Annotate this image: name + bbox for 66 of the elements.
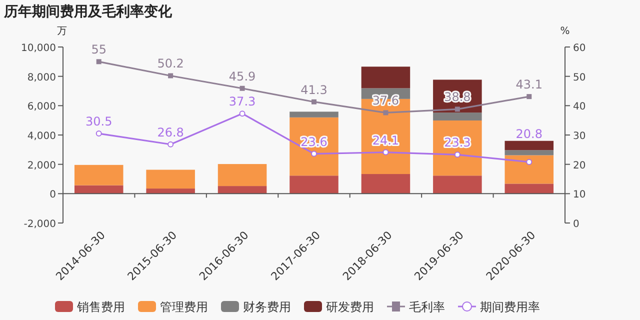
point: [239, 110, 246, 117]
data-label: 26.8: [157, 125, 184, 140]
bar: [290, 117, 338, 176]
bar: [361, 66, 410, 88]
bar: [504, 184, 554, 194]
point: [312, 99, 316, 104]
y-tick-label: 6,000: [27, 102, 56, 113]
bar: [218, 186, 267, 194]
point: [96, 130, 102, 137]
data-label: 55: [91, 42, 106, 57]
data-label: 45.9: [228, 69, 256, 84]
bar: [146, 170, 195, 189]
bar: [433, 176, 482, 194]
y2-tick-label: 0: [573, 219, 580, 230]
y2-tick-label: 60: [573, 43, 586, 54]
point: [311, 150, 317, 157]
y-axis-title: 万: [57, 26, 67, 37]
data-label: 23.3: [444, 136, 471, 150]
y2-tick-label: 20: [573, 160, 586, 172]
data-label: 20.8: [516, 126, 542, 141]
y2-tick-label: 50: [573, 72, 586, 84]
bar: [290, 112, 338, 118]
data-label: 23.6: [300, 134, 328, 149]
data-label: 24.1: [372, 133, 400, 148]
bar: [433, 112, 482, 120]
bar: [74, 164, 124, 186]
data-label: 50.2: [157, 56, 184, 71]
y2-axis-title: %: [560, 26, 570, 37]
bar: [433, 120, 482, 176]
bar: [290, 176, 338, 194]
legend-label: 研发费用: [326, 300, 374, 314]
legend-label: 销售费用: [76, 300, 125, 314]
y2-tick-label: 30: [573, 131, 586, 142]
y-tick-label: 8,000: [27, 72, 56, 84]
bar: [504, 155, 554, 184]
data-label: 41.3: [300, 82, 328, 97]
data-label: 38.8: [444, 90, 471, 104]
bar: [504, 140, 554, 150]
point: [382, 149, 389, 156]
bar: [218, 164, 267, 186]
point: [526, 158, 532, 165]
legend-label: 管理费用: [160, 300, 208, 314]
point: [240, 86, 245, 91]
legend-label: 期间费用率: [480, 300, 540, 314]
point: [526, 94, 532, 100]
y2-tick-label: 40: [573, 102, 586, 113]
y-tick-label: 4,000: [27, 131, 56, 142]
y-tick-label: 2,000: [27, 160, 56, 172]
data-label: 43.1: [516, 78, 542, 92]
y-tick-label: 10,000: [21, 43, 56, 54]
point: [96, 59, 102, 64]
legend-label: 毛利率: [409, 300, 445, 314]
point: [454, 152, 460, 158]
legend-label: 财务费用: [243, 300, 291, 314]
y-tick-label: 0: [50, 190, 56, 201]
point: [168, 73, 174, 78]
chart-title: 历年期间费用及毛利率变化: [3, 3, 173, 20]
data-label: 30.5: [86, 114, 112, 129]
point: [383, 110, 388, 116]
bar: [361, 174, 410, 194]
data-label: 37.3: [228, 94, 256, 109]
point: [454, 106, 460, 112]
point: [168, 141, 174, 148]
bar: [504, 150, 554, 156]
y-tick-label: -2,000: [24, 219, 56, 230]
y2-tick-label: 10: [573, 190, 586, 201]
